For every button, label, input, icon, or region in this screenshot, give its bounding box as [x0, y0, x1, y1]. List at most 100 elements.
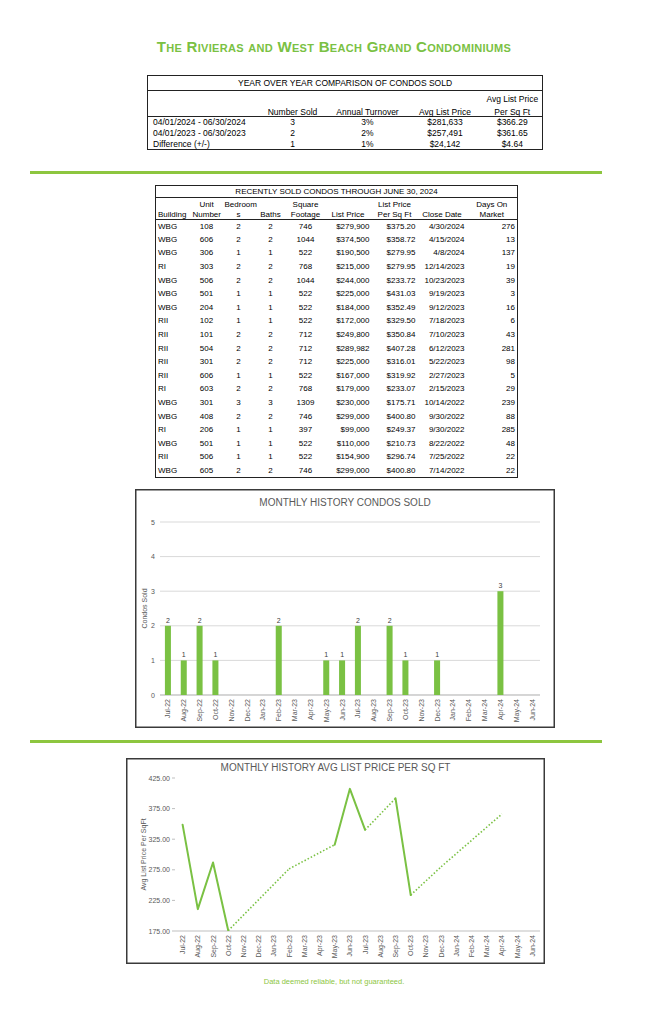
- cell: 29: [467, 383, 518, 397]
- cell: 48: [467, 437, 518, 451]
- bar: [339, 660, 345, 695]
- bar: [450, 695, 456, 696]
- header-row: Number SoldAnnual TurnoverAvg List Price…: [148, 104, 543, 117]
- plot-marks: [165, 591, 504, 695]
- divider: [30, 171, 602, 174]
- cell: 746: [287, 220, 325, 234]
- page: {"title": "The Rivieras and West Beach G…: [0, 0, 668, 1024]
- cell: 4/30/2024: [418, 220, 467, 234]
- x-tick-label: Dec-22: [244, 699, 251, 722]
- cell: 2: [258, 128, 328, 139]
- cell: 2: [255, 260, 287, 274]
- data-row: WBG50111522$225,000$431.039/19/20233: [156, 287, 518, 301]
- cell: $279.95: [372, 260, 418, 274]
- cell: $375.20: [372, 220, 418, 234]
- tick-mark: [172, 778, 175, 779]
- x-tick-label: Jun-23: [346, 935, 353, 957]
- x-tick-label: Jun-23: [339, 699, 346, 721]
- header-cell: List Price: [325, 209, 372, 220]
- cell: 10/14/2022: [418, 396, 467, 410]
- line-segment: [183, 825, 229, 931]
- x-tick-label: Sep-23: [392, 935, 400, 958]
- header-cell: Market: [467, 209, 518, 220]
- cell: 522: [287, 315, 325, 329]
- cell: $407.28: [372, 342, 418, 356]
- x-tick-label: Sep-22: [210, 935, 218, 958]
- data-row: WBG10822746$279,900$375.204/30/2024276: [156, 220, 518, 234]
- line-segment: [335, 789, 365, 845]
- data-row: RI20611397$99,000$249.379/30/2022285: [156, 423, 518, 437]
- x-tick-label: Nov-22: [240, 935, 247, 958]
- cell: 2: [223, 342, 255, 356]
- chart-title: MONTHLY HISTORY AVG LIST PRICE PER SQ FT: [221, 762, 451, 773]
- cell: 712: [287, 355, 325, 369]
- data-row: 04/01/2024 - 06/30/202433%$281,633$366.2…: [148, 117, 543, 128]
- x-tick-label: Nov-22: [228, 699, 235, 722]
- cell: $281,633: [408, 117, 483, 128]
- cell: 2: [255, 328, 287, 342]
- cell: $184,000: [325, 301, 372, 315]
- x-tick-label: Oct-23: [402, 699, 409, 720]
- cell: 2: [255, 274, 287, 288]
- cell: 1: [223, 423, 255, 437]
- cell: 504: [191, 342, 223, 356]
- cell: $319.92: [372, 369, 418, 383]
- cell: 1: [223, 247, 255, 261]
- header-cell: Days On: [467, 198, 518, 209]
- cell: $257,491: [408, 128, 483, 139]
- comparison-table: YEAR OVER YEAR COMPARISON OF CONDOS SOLD…: [147, 75, 543, 150]
- header-cell: List Price: [372, 198, 418, 209]
- cell: $110,000: [325, 437, 372, 451]
- cell: 137: [467, 247, 518, 261]
- x-tick-label: Feb-23: [275, 699, 282, 721]
- cell: $154,900: [325, 451, 372, 465]
- header-cell: [258, 91, 328, 104]
- cell: $361.65: [483, 128, 543, 139]
- bar: [466, 695, 472, 696]
- cell: 2: [255, 233, 287, 247]
- cell: 522: [287, 287, 325, 301]
- cell: 1: [255, 451, 287, 465]
- x-tick-label: Apr-23: [316, 935, 324, 956]
- cell: RI: [156, 260, 191, 274]
- header-cell: Bedroom: [223, 198, 255, 209]
- y-tick-label: 275.00: [149, 866, 171, 873]
- cell: 306: [191, 247, 223, 261]
- x-tick-label: Jan-23: [259, 699, 266, 721]
- cell: 9/19/2023: [418, 287, 467, 301]
- y-tick-label: 1: [151, 657, 155, 664]
- tick-mark: [172, 808, 175, 809]
- header-cell: [328, 91, 408, 104]
- cell: 506: [191, 451, 223, 465]
- x-tick-label: Jan-24: [453, 935, 460, 957]
- cell: 13: [467, 233, 518, 247]
- header-cell: [325, 198, 372, 209]
- cell: 397: [287, 423, 325, 437]
- x-tick-label: Apr-24: [498, 935, 506, 956]
- cell: 3: [255, 396, 287, 410]
- page-title: The Rivieras and West Beach Grand Condom…: [0, 38, 668, 55]
- gap-connector: [228, 869, 289, 931]
- header-cell: Per Sq Ft: [372, 209, 418, 220]
- header-cell: Building: [156, 209, 191, 220]
- x-tick-label: Mar-23: [301, 935, 308, 957]
- x-tick-label: Jul-23: [362, 935, 369, 954]
- x-tick-label: Aug-22: [180, 699, 188, 722]
- cell: 1: [255, 315, 287, 329]
- cell: 3: [258, 117, 328, 128]
- cell: 1: [258, 139, 328, 150]
- cell: 605: [191, 464, 223, 478]
- row-label: Difference (+/-): [148, 139, 258, 150]
- data-row: RII50611522$154,900$296.747/25/202222: [156, 451, 518, 465]
- chart: MONTHLY HISTORY AVG LIST PRICE PER SQ FT…: [126, 758, 545, 964]
- chart: MONTHLY HISTORY CONDOS SOLD012345Jul-22A…: [135, 489, 555, 728]
- x-tick-label: Oct-23: [407, 935, 414, 956]
- cell: $431.03: [372, 287, 418, 301]
- cell: 3%: [328, 117, 408, 128]
- x-tick-label: Sep-23: [386, 699, 394, 722]
- cell: $400.80: [372, 410, 418, 424]
- x-tick-label: Aug-23: [370, 699, 378, 722]
- data-label: 2: [277, 617, 281, 624]
- cell: 768: [287, 260, 325, 274]
- x-tick-label: Mar-24: [483, 935, 490, 957]
